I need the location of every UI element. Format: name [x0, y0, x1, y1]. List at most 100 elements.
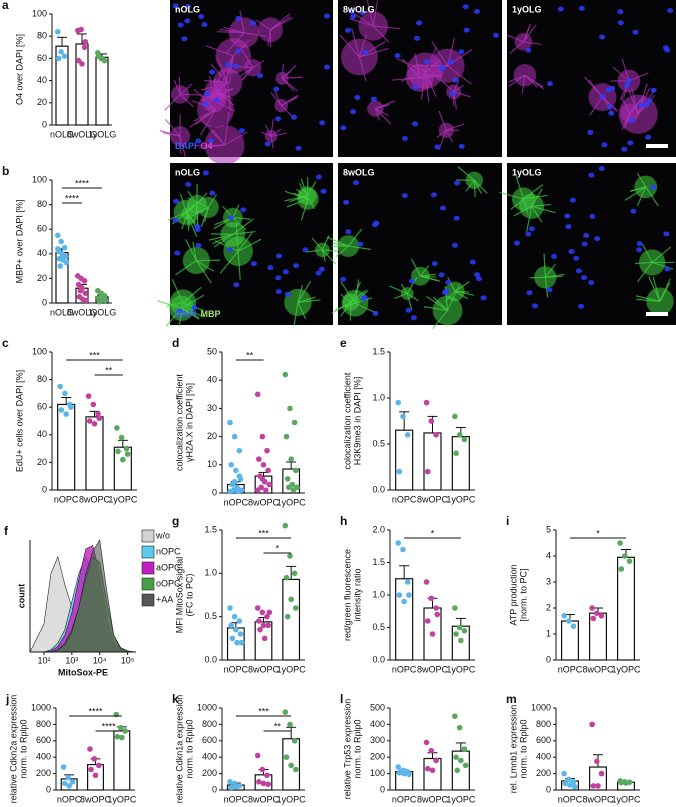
data-point [92, 772, 99, 779]
process [652, 276, 661, 302]
process [359, 47, 389, 58]
nucleus [573, 255, 580, 261]
nucleus [275, 116, 282, 122]
data-point [96, 762, 102, 769]
y-tick-label: 60 [37, 402, 47, 412]
nucleus [473, 9, 480, 15]
data-point [86, 418, 93, 424]
data-point [424, 765, 431, 772]
nucleus [565, 224, 572, 230]
data-point [260, 462, 267, 468]
data-point [120, 456, 126, 463]
process [523, 184, 544, 200]
process [351, 28, 360, 58]
process [373, 25, 401, 30]
nucleus [284, 291, 291, 297]
data-point [254, 752, 261, 759]
process [645, 186, 659, 207]
data-point [453, 450, 459, 457]
y-axis-label: colocalization coefficient [342, 372, 352, 469]
y-tick-label: 0 [546, 784, 551, 794]
process [637, 262, 653, 283]
nucleus [405, 307, 412, 313]
x-tick-label: nOLG [50, 129, 74, 139]
nucleus [174, 250, 181, 256]
data-point [90, 401, 97, 408]
data-point [566, 618, 572, 624]
y-tick-label: 200 [36, 768, 51, 778]
process [226, 32, 245, 54]
y-tick-label: 600 [202, 735, 217, 745]
nucleus [176, 308, 183, 314]
stain-legend: DAPI O4 [175, 141, 213, 151]
process [235, 223, 239, 252]
process [634, 261, 653, 265]
data-point [452, 605, 458, 611]
micrograph: 8wOLG [338, 0, 502, 157]
nucleus [589, 213, 596, 219]
process [187, 190, 198, 205]
data-point [395, 399, 402, 406]
process [207, 194, 218, 208]
nucleus [315, 174, 322, 180]
data-point [254, 605, 261, 611]
data-point [68, 404, 74, 411]
data-point [261, 635, 268, 642]
nucleus [454, 180, 461, 186]
process [280, 94, 299, 107]
x-axis-label: MitoSox-PE [58, 667, 108, 677]
data-point [259, 609, 266, 616]
nucleus [275, 275, 282, 281]
process [311, 237, 323, 251]
data-point [423, 399, 430, 406]
data-point [58, 238, 64, 245]
data-point [100, 294, 106, 300]
data-point [87, 746, 93, 752]
data-point [434, 611, 441, 618]
data-point [284, 476, 291, 482]
data-point [424, 468, 431, 475]
data-point [58, 407, 65, 413]
nucleus [594, 236, 601, 242]
process [199, 109, 217, 136]
data-point [594, 758, 600, 765]
significance-label: ** [105, 365, 113, 375]
significance-label: **** [65, 193, 80, 203]
process [642, 244, 653, 263]
nucleus [663, 231, 670, 237]
nucleus [453, 215, 460, 221]
y-tick-label: 1.5 [372, 557, 385, 567]
data-point [254, 391, 261, 398]
process [388, 285, 408, 295]
process [612, 66, 630, 82]
nucleus [198, 13, 205, 19]
nucleus [636, 241, 643, 247]
micrograph-label: 8wOLG [343, 4, 375, 14]
process [648, 276, 661, 302]
data-point [397, 769, 404, 775]
process [217, 31, 244, 34]
micrograph-label: 8wOLG [343, 167, 375, 177]
process [349, 18, 374, 27]
data-point [82, 38, 89, 45]
panel-letter: i [506, 514, 509, 528]
process [447, 277, 456, 292]
data-point [428, 418, 435, 424]
y-axis-label: [norm. to PC] [518, 568, 528, 621]
nucleus [578, 303, 585, 309]
x-tick-label: 1yOPC [108, 494, 138, 504]
nucleus [412, 121, 419, 127]
x-tick-label: nOPC [57, 794, 82, 804]
data-point [266, 609, 273, 616]
process [210, 63, 229, 84]
data-point [288, 596, 294, 603]
data-point [114, 733, 121, 740]
process [281, 64, 297, 79]
nucleus [458, 49, 465, 55]
nucleus [202, 101, 209, 107]
nucleus [414, 35, 421, 41]
data-point [234, 639, 240, 646]
data-point [256, 779, 262, 785]
significance-label: * [596, 528, 600, 538]
